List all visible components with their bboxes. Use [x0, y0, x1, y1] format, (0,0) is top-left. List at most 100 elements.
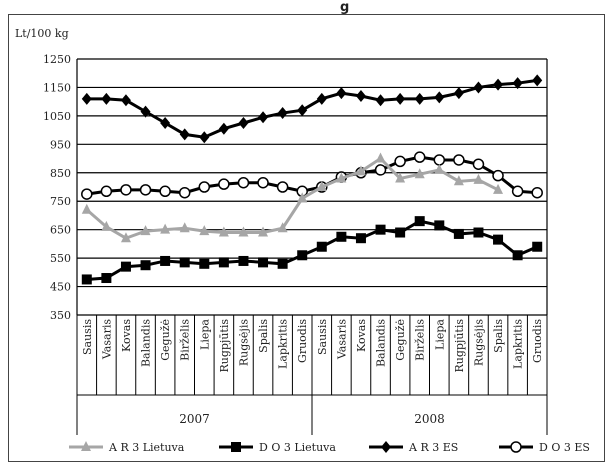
data-point	[120, 261, 131, 272]
data-point	[140, 105, 151, 118]
data-point	[316, 181, 327, 191]
x-tick-label: Rugpjūtis	[453, 319, 466, 373]
data-point	[218, 226, 229, 237]
x-tick-label: Balandis	[375, 319, 388, 367]
x-tick-label: Kovas	[120, 319, 133, 352]
data-point	[277, 258, 288, 269]
data-point	[81, 274, 92, 285]
series-line	[86, 78, 538, 139]
y-tick-label: 850	[50, 167, 71, 180]
y-tick-labels: 350 450 550 650 750 850 950 1050 1150 1250	[43, 53, 71, 322]
data-point	[453, 87, 464, 100]
y-tick-label: 1150	[43, 81, 71, 94]
data-point	[532, 74, 543, 87]
data-point	[414, 92, 425, 105]
year-label: 2007	[179, 412, 210, 426]
data-point	[453, 175, 464, 186]
data-point	[355, 165, 366, 176]
legend-label: A R 3 ES	[408, 441, 458, 454]
y-tick-label: 1250	[43, 53, 71, 66]
data-point	[101, 220, 112, 231]
data-point	[493, 183, 504, 194]
data-point	[453, 228, 464, 239]
x-tick-label: Sausis	[316, 319, 329, 355]
x-tick-label: Liepa	[433, 319, 446, 350]
legend-marker	[510, 441, 522, 453]
data-point	[512, 250, 523, 261]
series-lines	[81, 74, 543, 285]
data-point	[199, 225, 210, 236]
data-point	[414, 168, 425, 179]
data-point	[355, 89, 366, 102]
x-tick-label: Gegužė	[159, 319, 172, 361]
data-point	[81, 188, 93, 200]
data-point	[238, 255, 249, 266]
data-point	[100, 185, 113, 198]
x-tick-label: Rugpjūtis	[218, 319, 231, 373]
year-label: 2008	[414, 412, 445, 426]
legend-marker	[81, 441, 91, 451]
data-point	[198, 181, 211, 193]
data-point	[276, 181, 289, 193]
data-point	[297, 250, 308, 261]
data-point	[258, 257, 269, 268]
x-tick-label: Sausis	[81, 319, 94, 355]
data-point	[101, 92, 112, 105]
x-tick-label: Lapkritis	[512, 319, 525, 369]
y-tick-label: 750	[50, 195, 71, 208]
legend-marker	[231, 442, 241, 452]
x-tick-label: Rugsėjis	[237, 319, 250, 366]
x-tick-label: Lapkritis	[277, 319, 290, 369]
data-point	[434, 91, 445, 104]
data-point	[297, 192, 308, 203]
data-point	[238, 226, 249, 237]
legend: A R 3 Lietuva D O 3 Lietuva A R 3 ES D O 3 …	[69, 441, 590, 454]
data-point	[433, 154, 446, 166]
data-point	[199, 258, 210, 269]
data-point	[414, 216, 425, 227]
data-point	[160, 117, 171, 129]
series-2	[81, 74, 543, 144]
data-point	[120, 184, 132, 196]
line-chart: Lt/100 kg 350 450 550 650 750 850 950 1050 1150 1…	[15, 27, 590, 454]
data-point	[179, 128, 190, 141]
data-point	[316, 92, 327, 105]
data-point	[395, 227, 406, 238]
data-point	[473, 173, 484, 184]
data-point	[472, 158, 485, 170]
data-point	[120, 94, 131, 107]
x-tick-label: Gruodis	[296, 319, 309, 363]
data-point	[511, 185, 524, 198]
legend-label: D O 3 ES	[539, 441, 590, 454]
data-point	[531, 186, 543, 199]
chart-title-fragment: g	[340, 0, 350, 15]
chart-frame: Lt/100 kg 350 450 550 650 750 850 950 1050 1150 1…	[8, 14, 605, 462]
data-point	[316, 241, 327, 252]
x-tick-label: Balandis	[140, 319, 153, 367]
series-4	[297, 152, 504, 203]
data-point	[374, 164, 387, 176]
series-0	[81, 192, 308, 243]
data-point	[512, 77, 523, 90]
data-point	[375, 224, 386, 235]
data-point	[453, 154, 465, 166]
data-point	[375, 152, 386, 163]
data-point	[179, 222, 190, 233]
data-point	[394, 155, 406, 168]
x-tick-label: Gruodis	[531, 319, 544, 363]
x-tick-label: Gegužė	[394, 319, 407, 361]
data-point	[178, 186, 191, 199]
data-point	[257, 176, 269, 189]
data-point	[199, 131, 210, 144]
data-point	[336, 172, 347, 183]
data-point	[218, 178, 230, 190]
series-3	[81, 151, 543, 200]
data-point	[532, 241, 543, 252]
y-axis-label: Lt/100 kg	[15, 27, 69, 40]
data-point	[81, 203, 92, 214]
data-point	[159, 185, 171, 198]
data-point	[493, 234, 504, 245]
data-point	[179, 257, 190, 268]
series-1	[81, 216, 543, 285]
year-group-labels: 2007 2008	[76, 395, 548, 435]
